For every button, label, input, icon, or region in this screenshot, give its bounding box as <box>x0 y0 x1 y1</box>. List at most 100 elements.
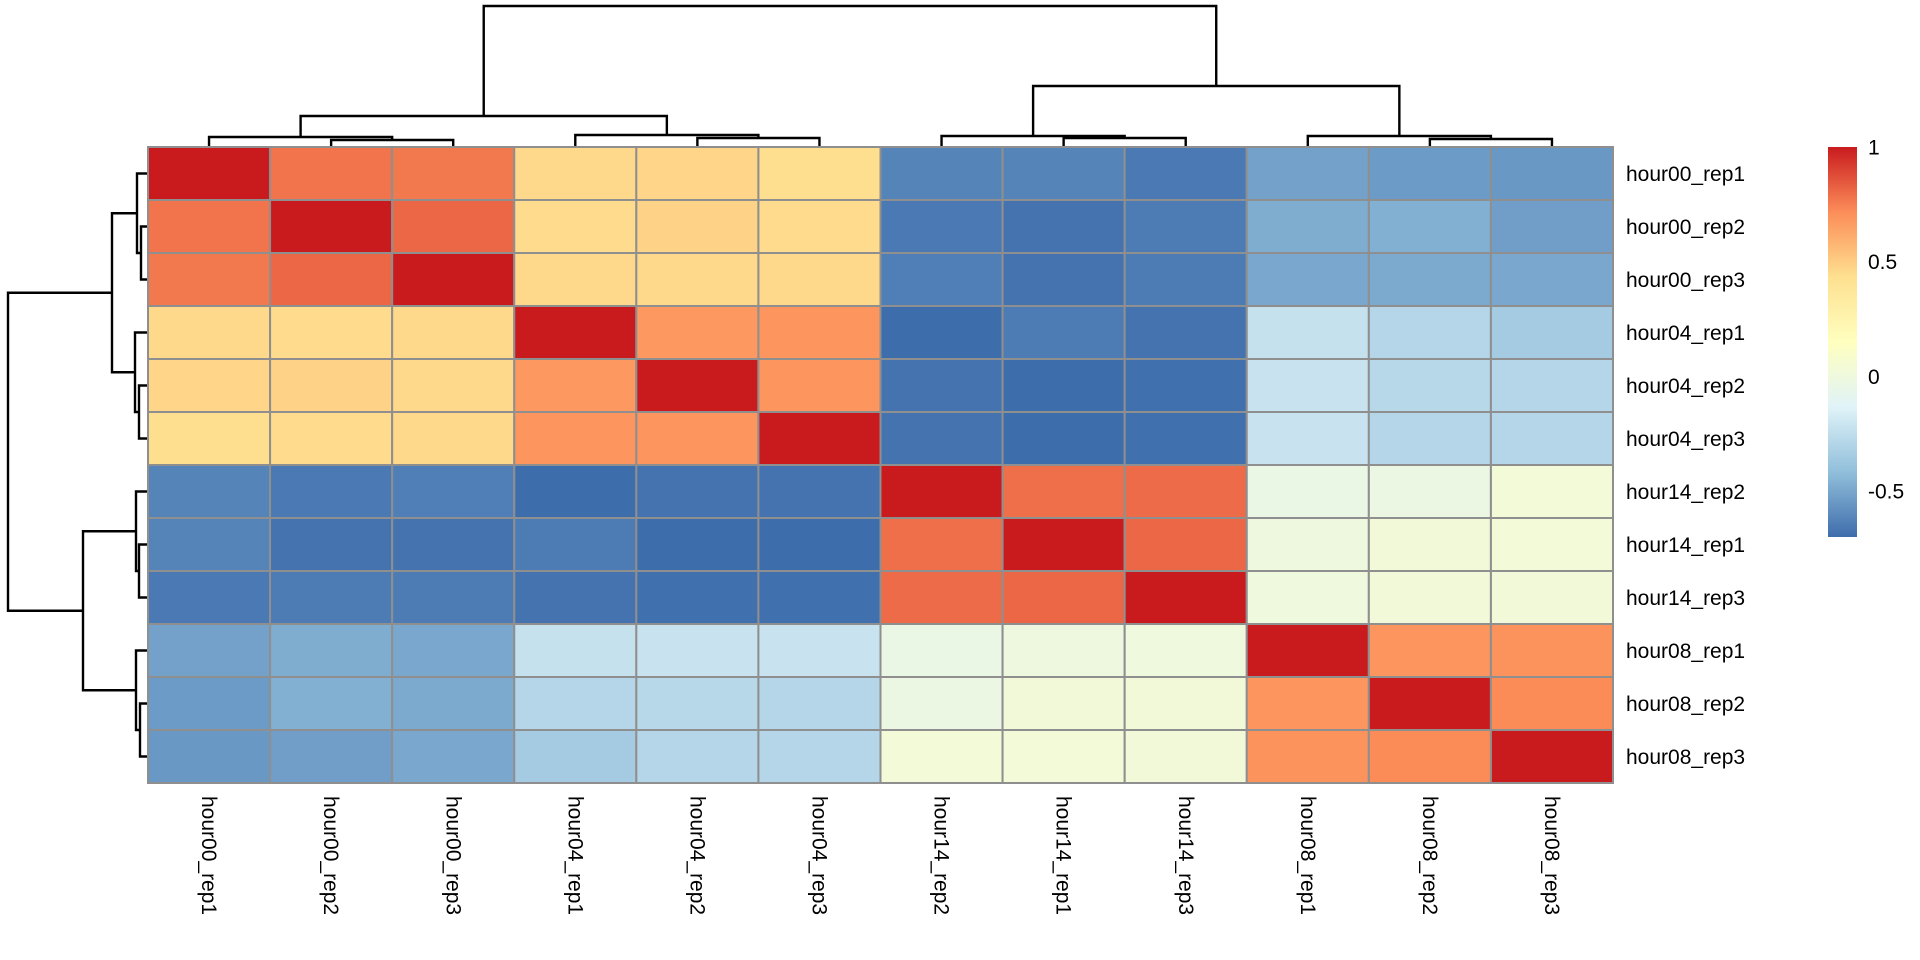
heatmap-cell <box>1489 146 1615 201</box>
heatmap-cell <box>1367 464 1492 519</box>
heatmap-cell <box>1001 623 1126 678</box>
heatmap-cell <box>391 252 516 307</box>
heatmap-cell <box>1245 305 1370 360</box>
col-dendrogram-branch <box>482 4 1218 116</box>
heatmap-cell <box>1123 729 1248 784</box>
col-dendrogram-branch <box>1428 137 1554 146</box>
col-label: hour08_rep2 <box>1418 796 1441 915</box>
heatmap-cell <box>1245 464 1370 519</box>
heatmap-cell <box>1489 411 1615 466</box>
heatmap-cell <box>1001 305 1126 360</box>
heatmap-cell <box>147 570 272 625</box>
heatmap-cell <box>1001 676 1126 731</box>
heatmap-cell <box>269 199 394 254</box>
heatmap-cell <box>635 729 760 784</box>
heatmap-cell <box>391 676 516 731</box>
legend: 1 0.5 0 -0.5 <box>1828 136 1904 537</box>
heatmap-cell <box>1367 570 1492 625</box>
heatmap-cell <box>757 199 882 254</box>
heatmap-cell <box>269 729 394 784</box>
heatmap-cell <box>269 411 394 466</box>
row-label: hour04_rep2 <box>1626 375 1745 398</box>
col-dendrogram-branch <box>1306 134 1493 146</box>
row-label: hour00_rep1 <box>1626 163 1745 186</box>
heatmap-cell <box>1245 676 1370 731</box>
row-dendrogram-branch <box>134 649 147 732</box>
heatmap-cell <box>147 358 272 413</box>
row-dendrogram-branch <box>110 212 137 374</box>
heatmap-cell <box>1367 199 1492 254</box>
heatmap-cell <box>1001 517 1126 572</box>
heatmap-cell <box>269 517 394 572</box>
heatmap-cell <box>879 570 1004 625</box>
heatmap-cell <box>1367 517 1492 572</box>
row-label: hour04_rep1 <box>1626 322 1745 345</box>
heatmap-cell <box>1123 358 1248 413</box>
heatmap-cell <box>1245 517 1370 572</box>
col-label: hour14_rep3 <box>1174 796 1197 915</box>
heatmap-cell <box>1001 146 1126 201</box>
heatmap-cell <box>757 305 882 360</box>
heatmap-cell <box>757 570 882 625</box>
col-label: hour04_rep1 <box>563 796 586 915</box>
heatmap-cells <box>147 146 1615 784</box>
heatmap-cell <box>1367 358 1492 413</box>
heatmap-cell <box>1367 305 1492 360</box>
heatmap-cell <box>1001 252 1126 307</box>
heatmap-cell <box>147 623 272 678</box>
row-label: hour14_rep2 <box>1626 481 1745 504</box>
heatmap-cell <box>879 623 1004 678</box>
heatmap-cell <box>1367 252 1492 307</box>
heatmap-cell <box>635 623 760 678</box>
row-dendrogram-branch <box>138 702 147 758</box>
heatmap-cell <box>1123 570 1248 625</box>
heatmap-cell <box>269 146 394 201</box>
heatmap-cell <box>1001 358 1126 413</box>
legend-colorbar <box>1828 147 1857 537</box>
heatmap-cell <box>1123 623 1248 678</box>
heatmap-cell <box>513 358 638 413</box>
heatmap-cell <box>1123 411 1248 466</box>
heatmap-cell <box>635 199 760 254</box>
heatmap-cell <box>513 146 638 201</box>
heatmap-cell <box>1245 570 1370 625</box>
heatmap-cell <box>391 358 516 413</box>
heatmap-cell <box>147 464 272 519</box>
heatmap-cell <box>269 464 394 519</box>
heatmap-cell <box>1489 252 1615 307</box>
row-label: hour00_rep3 <box>1626 269 1745 292</box>
row-label: hour08_rep2 <box>1626 693 1745 716</box>
heatmap-cell <box>879 411 1004 466</box>
heatmap-cell <box>757 464 882 519</box>
row-dendrogram-branch <box>133 331 147 414</box>
heatmap-cell <box>513 411 638 466</box>
col-dendrogram <box>207 4 1554 146</box>
row-dendrogram-branch <box>134 490 147 573</box>
heatmap-cell <box>1489 676 1615 731</box>
heatmap-cell <box>635 411 760 466</box>
heatmap-cell <box>391 623 516 678</box>
col-dendrogram-branch <box>1062 136 1187 146</box>
heatmap-cell <box>1001 411 1126 466</box>
heatmap-cell <box>879 358 1004 413</box>
heatmap-cell <box>513 729 638 784</box>
heatmap-cell <box>147 305 272 360</box>
heatmap-cell <box>1489 570 1615 625</box>
col-label: hour04_rep2 <box>685 796 708 915</box>
heatmap-cell <box>1367 729 1492 784</box>
heatmap-cell <box>1367 146 1492 201</box>
heatmap-cell <box>879 464 1004 519</box>
col-label: hour14_rep2 <box>930 796 953 915</box>
legend-tick-label: 0 <box>1868 366 1880 389</box>
col-dendrogram-branch <box>1031 84 1401 136</box>
heatmap-cell <box>391 305 516 360</box>
heatmap-cell <box>1245 729 1370 784</box>
heatmap-cell <box>757 358 882 413</box>
heatmap-cell <box>269 305 394 360</box>
col-label: hour14_rep1 <box>1052 796 1075 915</box>
heatmap-cell <box>757 411 882 466</box>
heatmap-cell <box>879 517 1004 572</box>
heatmap-cell <box>391 411 516 466</box>
heatmap-cell <box>1245 358 1370 413</box>
heatmap-cell <box>147 411 272 466</box>
